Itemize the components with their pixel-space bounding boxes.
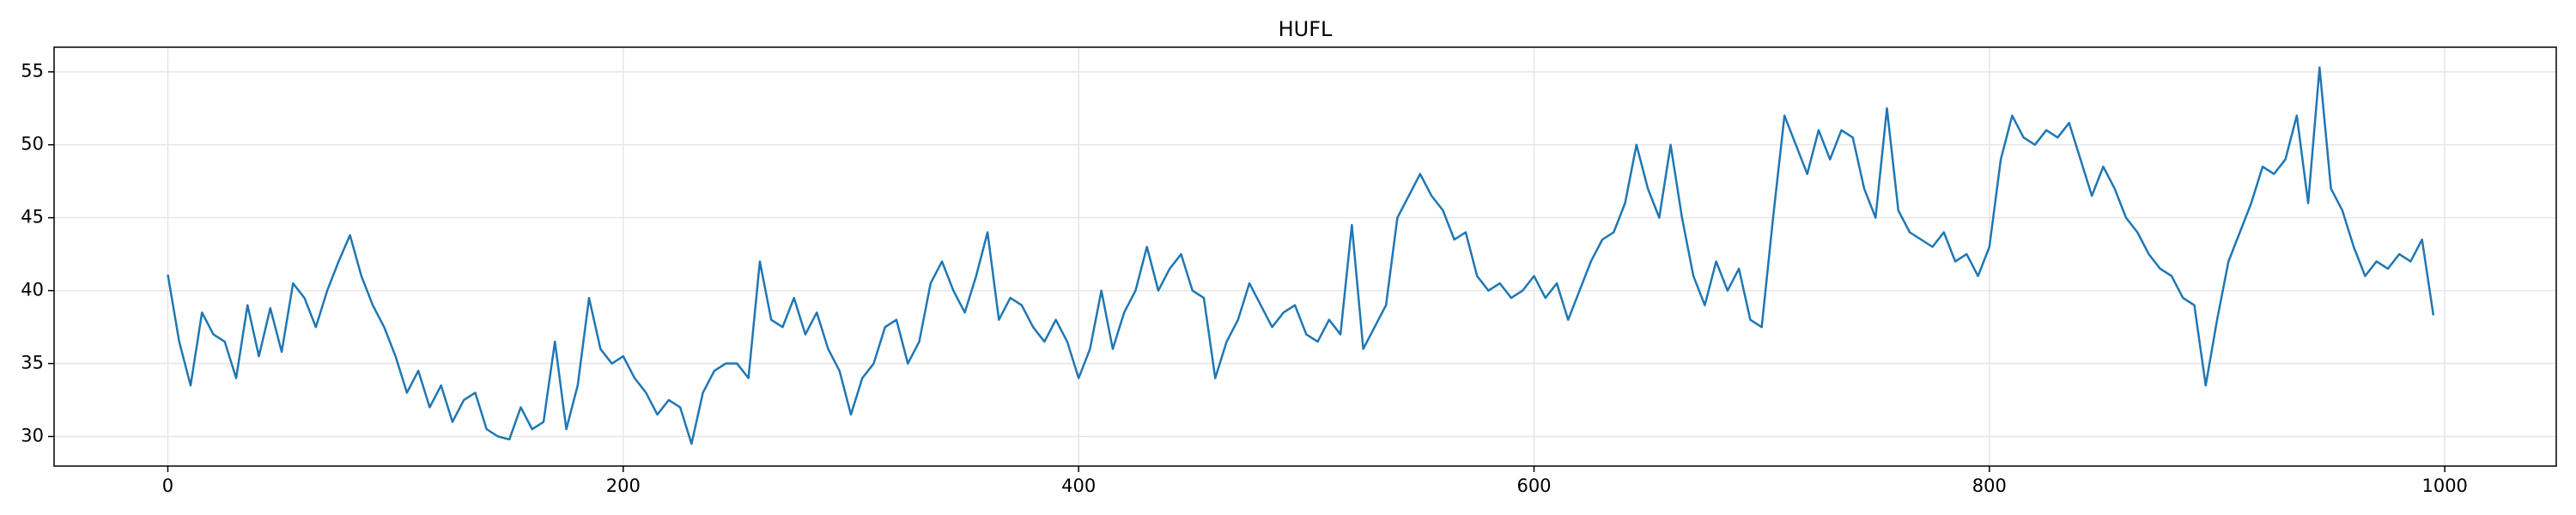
y-tick-label: 55 xyxy=(21,61,44,82)
y-tick-label: 40 xyxy=(21,280,44,300)
x-tick-label: 600 xyxy=(1516,476,1551,496)
y-tick-label: 35 xyxy=(21,353,44,373)
y-tick-label: 30 xyxy=(21,426,44,446)
x-tick-label: 1000 xyxy=(2421,476,2467,496)
x-tick-label: 200 xyxy=(606,476,641,496)
y-tick-label: 45 xyxy=(21,207,44,227)
x-tick-label: 0 xyxy=(162,476,173,496)
y-tick-label: 50 xyxy=(21,134,44,154)
x-tick-label: 800 xyxy=(1972,476,2007,496)
x-tick-label: 400 xyxy=(1061,476,1096,496)
chart-title: HUFL xyxy=(1279,17,1333,41)
data-line xyxy=(167,66,2435,445)
plot-frame xyxy=(53,46,2557,467)
